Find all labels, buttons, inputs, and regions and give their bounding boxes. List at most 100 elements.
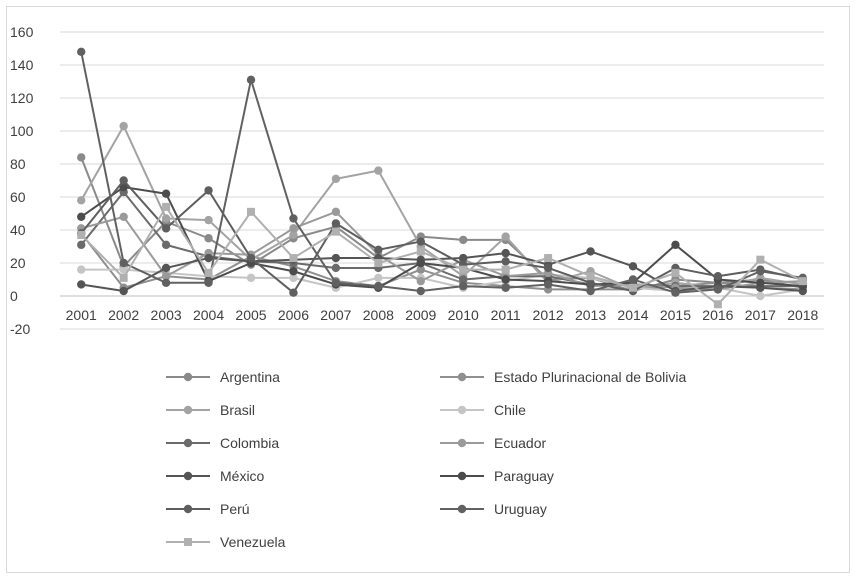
series-line [80, 186, 803, 289]
x-tick-label: 2003 [151, 307, 182, 323]
data-point [459, 281, 468, 291]
data-point [501, 257, 510, 266]
legend-label: Ecuador [494, 435, 546, 451]
legend-label: Paraguay [494, 468, 554, 484]
y-tick-label: 20 [10, 255, 26, 271]
series-10 [77, 202, 807, 309]
data-point [77, 280, 86, 289]
data-point [204, 268, 213, 277]
y-tick-label: 80 [10, 156, 26, 172]
data-point [77, 240, 86, 250]
data-point [119, 265, 128, 274]
data-point [331, 253, 341, 263]
data-point [161, 263, 171, 273]
data-point [501, 265, 510, 274]
legend-item: Uruguay [440, 501, 547, 517]
legend: Argentina Estado Plurinacional de Bolivia… [166, 369, 686, 550]
legend-marker [457, 438, 467, 448]
data-point [501, 248, 510, 258]
legend-item: Venezuela [166, 534, 286, 550]
y-tick-label: 100 [10, 123, 34, 139]
data-point [374, 245, 383, 254]
legend-item: Estado Plurinacional de Bolivia [440, 369, 686, 385]
data-point [671, 268, 680, 277]
legend-marker [183, 405, 193, 415]
legend-item: Paraguay [440, 468, 554, 484]
legend-marker [457, 405, 467, 415]
y-tick-label: -20 [10, 321, 30, 337]
series-layer [77, 47, 807, 309]
data-point [331, 219, 341, 228]
data-point [77, 153, 86, 162]
legend-marker [183, 504, 193, 514]
y-tick-label: 0 [10, 288, 18, 304]
series-2 [77, 121, 807, 294]
series-line [80, 179, 804, 294]
series-line [81, 250, 803, 293]
x-tick-label: 2016 [702, 307, 733, 323]
data-point [544, 254, 553, 263]
legend-marker [457, 372, 467, 382]
data-point [416, 237, 425, 246]
data-point [246, 75, 256, 85]
x-tick-label: 2001 [66, 307, 97, 323]
data-point [77, 265, 86, 274]
y-tick-label: 120 [10, 90, 34, 106]
x-tick-label: 2012 [533, 307, 564, 323]
data-point [501, 232, 510, 241]
data-point [586, 278, 595, 287]
data-point [247, 207, 255, 216]
x-tick-label: 2015 [660, 307, 691, 323]
data-point [289, 230, 298, 240]
data-point [416, 258, 425, 268]
legend-item: Perú [166, 501, 250, 517]
data-point [77, 196, 86, 205]
data-point [162, 202, 171, 211]
legend-item: Brasil [166, 402, 255, 418]
data-point [289, 273, 298, 283]
y-tick-label: 140 [10, 57, 34, 73]
data-point [459, 275, 468, 284]
data-point [77, 47, 86, 56]
data-point [119, 176, 128, 185]
x-tick-label: 2007 [320, 307, 351, 323]
data-point [161, 240, 171, 250]
legend-label: Uruguay [494, 501, 547, 517]
data-point [374, 281, 383, 291]
x-axis-ticks: 2001 2002 2003 2004 2005 2006 2007 2008 2009 2010… [66, 307, 819, 323]
legend-label: Venezuela [220, 534, 286, 550]
data-point [374, 166, 383, 175]
data-point [543, 263, 553, 273]
data-point [77, 212, 86, 221]
data-point [119, 121, 128, 131]
data-point [289, 224, 298, 233]
x-tick-label: 2009 [405, 307, 436, 323]
data-point [161, 278, 171, 287]
data-point [628, 262, 638, 271]
legend-marker [183, 372, 193, 382]
legend-marker [183, 471, 193, 481]
series-line [80, 157, 803, 293]
data-point [119, 273, 128, 282]
data-point [501, 283, 510, 292]
data-point [204, 234, 213, 243]
data-point [289, 288, 298, 297]
data-point [628, 275, 638, 284]
data-point [331, 227, 340, 236]
x-tick-label: 2011 [491, 307, 521, 323]
data-point [246, 273, 256, 283]
data-point [289, 267, 298, 276]
data-point [289, 254, 298, 263]
data-point [161, 224, 171, 233]
data-point [374, 259, 383, 267]
data-point [459, 253, 468, 263]
legend-label: Perú [220, 501, 250, 517]
x-tick-label: 2010 [448, 307, 479, 323]
legend-label: Estado Plurinacional de Bolivia [494, 369, 686, 385]
legend-item: Argentina [166, 369, 280, 385]
data-point [204, 215, 213, 225]
data-point [77, 230, 86, 239]
data-point [671, 288, 680, 297]
data-point [331, 207, 341, 217]
data-point [586, 247, 595, 256]
